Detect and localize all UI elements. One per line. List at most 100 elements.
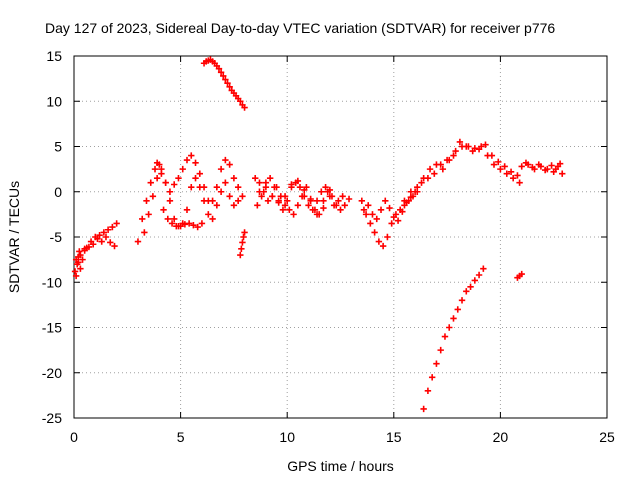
series-dip-cluster-2: [360, 193, 415, 224]
y-tick-label: 15: [46, 48, 62, 64]
data-point: [79, 256, 86, 263]
data-point: [559, 170, 566, 177]
data-point: [443, 156, 451, 164]
data-point: [254, 202, 261, 209]
data-point: [518, 270, 525, 278]
data-point: [149, 193, 157, 200]
data-point: [522, 159, 530, 166]
data-point: [139, 215, 146, 223]
data-point: [337, 206, 344, 214]
series-mid-cluster-c: [256, 177, 334, 218]
data-point: [185, 220, 193, 227]
data-point: [226, 161, 233, 168]
data-point: [222, 179, 229, 186]
data-point: [294, 177, 302, 185]
data-point: [162, 179, 169, 186]
data-point: [145, 211, 152, 218]
data-point: [399, 208, 406, 215]
data-point: [192, 174, 199, 182]
data-point: [518, 163, 525, 170]
data-point: [437, 161, 444, 168]
data-point: [320, 204, 327, 212]
axis-ticks: 0 5 10 15 20 25 -25 -20 -15 -10 -5 0 5 10 15: [42, 48, 615, 445]
y-tick-label: -25: [42, 410, 62, 426]
data-point: [217, 165, 225, 173]
data-point: [156, 161, 163, 168]
data-point: [301, 186, 308, 194]
data-point: [377, 206, 385, 214]
data-point: [177, 222, 184, 230]
data-point: [469, 147, 476, 155]
data-point: [147, 179, 154, 186]
data-point: [230, 202, 238, 209]
data-point: [256, 188, 263, 195]
data-point: [318, 188, 325, 195]
data-point: [390, 213, 397, 221]
data-point: [192, 159, 199, 166]
data-point: [143, 197, 150, 204]
data-point: [256, 179, 263, 186]
data-point: [335, 197, 342, 204]
data-point: [196, 170, 203, 177]
data-point: [313, 197, 321, 204]
x-tick-label: 20: [493, 429, 509, 445]
data-point: [482, 141, 489, 148]
data-point: [239, 193, 246, 200]
data-point: [326, 186, 334, 194]
y-tick-label: -20: [42, 365, 62, 381]
data-point: [507, 168, 515, 176]
x-tick-label: 25: [599, 429, 615, 445]
data-point: [488, 152, 496, 159]
data-point: [471, 277, 479, 284]
data-point: [107, 239, 114, 246]
data-point: [514, 172, 521, 179]
data-point: [98, 238, 105, 245]
data-point: [171, 215, 178, 223]
data-point: [294, 202, 302, 209]
data-point: [379, 242, 387, 250]
data-point: [269, 193, 276, 200]
data-point: [241, 229, 248, 236]
data-point: [475, 146, 483, 153]
data-point: [424, 174, 432, 182]
data-point: [209, 215, 216, 223]
data-point: [264, 197, 272, 204]
data-point: [222, 76, 229, 83]
data-point: [166, 188, 174, 195]
data-point: [373, 215, 380, 223]
series-rise-to-peak: [401, 143, 523, 204]
data-point: [369, 211, 376, 218]
data-point: [309, 206, 316, 214]
data-point: [495, 158, 502, 166]
data-point: [75, 259, 82, 266]
data-point: [290, 211, 297, 218]
y-axis-label: SDTVAR / TECUs: [6, 181, 22, 293]
series-wave-a: [134, 152, 242, 245]
data-point: [77, 251, 84, 259]
data-point: [213, 184, 221, 191]
data-point: [386, 204, 393, 212]
data-point: [394, 217, 402, 224]
chart-title: Day 127 of 2023, Sidereal Day-to-day VTE…: [45, 20, 555, 36]
data-point: [85, 243, 93, 251]
data-point: [384, 233, 391, 241]
data-point: [153, 174, 161, 182]
data-point: [72, 272, 80, 280]
data-point: [234, 184, 242, 191]
data-point: [279, 206, 287, 214]
data-point: [230, 174, 238, 182]
data-point: [109, 223, 116, 231]
data-point: [77, 265, 84, 272]
data-point: [541, 166, 549, 174]
data-point: [450, 315, 457, 322]
data-point: [452, 147, 459, 155]
data-point: [222, 156, 229, 164]
data-point: [431, 170, 438, 177]
data-point: [288, 181, 295, 188]
y-tick-label: 10: [46, 93, 62, 109]
data-point: [516, 179, 523, 186]
data-point: [237, 251, 244, 259]
data-point: [226, 83, 233, 90]
data-point: [111, 242, 118, 250]
data-point: [284, 197, 291, 204]
